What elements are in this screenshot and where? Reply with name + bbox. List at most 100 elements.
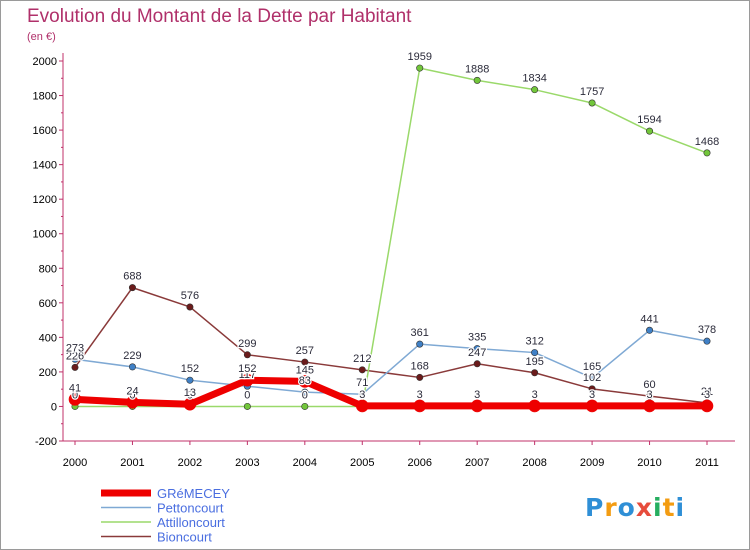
x-tick-label: 2009 — [580, 457, 604, 469]
legend-label: GRéMECEY — [157, 486, 230, 501]
data-point — [416, 373, 424, 381]
data-label: 21 — [701, 386, 713, 398]
data-point — [355, 399, 369, 413]
x-tick-label: 2008 — [522, 457, 546, 469]
logo-letter: t — [662, 493, 676, 522]
data-label: 117 — [239, 369, 257, 381]
data-point — [301, 388, 309, 396]
x-tick-label: 2010 — [637, 457, 661, 469]
data-point — [128, 284, 136, 292]
series-line — [74, 329, 708, 395]
data-point — [703, 337, 711, 345]
data-point — [126, 396, 139, 409]
data-point — [585, 399, 599, 413]
y-tick-label: 200 — [39, 367, 57, 379]
y-tick-label: 1000 — [33, 229, 57, 241]
data-point — [473, 360, 481, 368]
data-label: 212 — [353, 353, 371, 365]
legend-label: Attilloncourt — [157, 515, 225, 530]
x-tick-label: 2003 — [235, 457, 259, 469]
data-point — [241, 373, 254, 387]
data-label: 41 — [69, 382, 81, 394]
data-label: 335 — [468, 332, 486, 344]
series-line — [75, 67, 708, 408]
data-point — [646, 326, 654, 334]
data-point — [700, 399, 714, 413]
data-point — [71, 355, 79, 363]
data-label: 3 — [474, 389, 480, 401]
logo-letter: i — [675, 493, 686, 522]
data-label: 152 — [238, 363, 256, 375]
data-point — [531, 369, 539, 377]
chart-title: Evolution du Montant de la Dette par Hab… — [27, 6, 412, 27]
data-point — [243, 351, 251, 359]
y-tick-label: 1400 — [33, 160, 57, 172]
data-label: 1959 — [407, 51, 431, 63]
x-tick-label: 2000 — [63, 457, 87, 469]
data-label: 3 — [532, 389, 538, 401]
series-line — [74, 376, 707, 410]
data-label: 0 — [359, 389, 365, 401]
legend-label: Bioncourt — [157, 530, 212, 545]
data-point — [646, 392, 654, 400]
data-point — [531, 349, 539, 357]
logo-letter: i — [653, 493, 663, 522]
data-point — [186, 303, 194, 311]
y-tick-label: 0 — [51, 401, 57, 413]
data-point — [473, 76, 481, 84]
y-tick-label: 400 — [39, 332, 57, 344]
data-point — [531, 86, 539, 94]
data-label: 1594 — [637, 114, 661, 126]
data-label: 3 — [359, 389, 365, 401]
data-label: 145 — [296, 364, 314, 376]
series-gr-mecey — [68, 373, 714, 413]
data-label: 312 — [525, 336, 543, 348]
data-label: 229 — [123, 350, 141, 362]
data-point — [470, 399, 484, 413]
data-label: 3 — [589, 389, 595, 401]
data-point — [473, 345, 481, 353]
y-tick-label: 1600 — [33, 125, 57, 137]
legend-label: Pettoncourt — [157, 501, 224, 516]
logo-letter: x — [635, 493, 653, 522]
data-point — [71, 363, 79, 371]
data-point — [703, 149, 711, 157]
data-point — [416, 340, 424, 348]
data-point — [301, 358, 309, 366]
series-line — [74, 286, 708, 404]
x-tick-label: 2011 — [695, 457, 719, 469]
data-label: 60 — [643, 379, 655, 391]
logo-letter: r — [604, 493, 618, 522]
data-point — [128, 363, 136, 371]
data-label: 168 — [411, 360, 429, 372]
data-point — [588, 385, 596, 393]
data-point — [588, 99, 596, 107]
data-label: 3 — [704, 389, 710, 401]
proxiti-logo: Proxiti — [585, 493, 685, 522]
series-pettoncourt — [71, 326, 711, 398]
data-label: 226 — [66, 350, 84, 362]
data-label: 378 — [698, 324, 716, 336]
series-attilloncourt — [71, 64, 711, 410]
data-label: 83 — [299, 375, 311, 387]
chart-subtitle: (en €) — [27, 31, 56, 43]
data-label: 0 — [72, 389, 78, 401]
data-label: 1757 — [580, 86, 604, 98]
data-label: 3 — [417, 389, 423, 401]
y-tick-label: 600 — [39, 298, 57, 310]
logo-letter: o — [617, 493, 636, 522]
data-label: 1888 — [465, 63, 489, 75]
data-point — [68, 393, 82, 406]
data-point — [588, 374, 596, 382]
data-label: 13 — [184, 387, 196, 399]
data-label: 0 — [244, 389, 250, 401]
y-tick-label: 800 — [39, 263, 57, 275]
data-point — [186, 376, 194, 384]
data-label: 576 — [181, 290, 199, 302]
logo-letter: P — [585, 493, 605, 522]
y-tick-label: -200 — [35, 436, 57, 448]
data-point — [643, 399, 656, 413]
x-tick-label: 2001 — [120, 457, 144, 469]
data-label: 1468 — [695, 136, 719, 148]
